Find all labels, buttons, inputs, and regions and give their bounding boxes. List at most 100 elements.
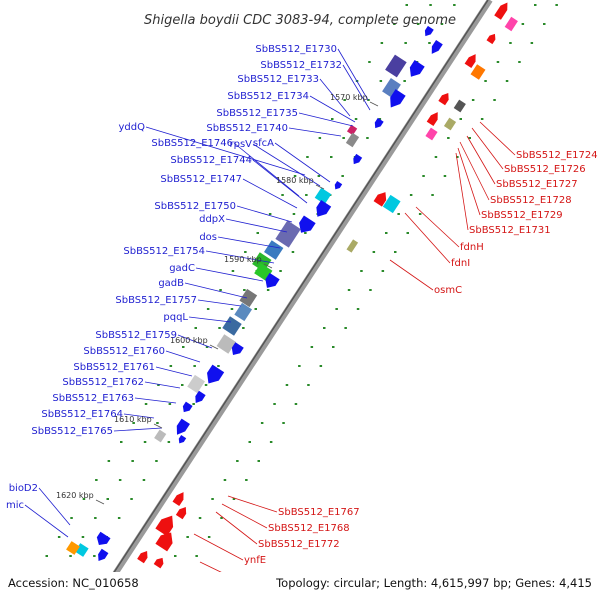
track-dot bbox=[440, 23, 444, 25]
track-dot bbox=[167, 441, 171, 443]
track-dot bbox=[230, 308, 234, 310]
track-dot bbox=[120, 441, 123, 443]
track-dot bbox=[342, 137, 345, 139]
track-dot bbox=[368, 61, 371, 63]
gene-label-leader bbox=[221, 503, 268, 529]
gene-label-forward: SbBS512_E1764 bbox=[41, 409, 123, 420]
track-dot bbox=[306, 156, 309, 158]
track-dot bbox=[211, 498, 214, 500]
gene-label-forward: bioD2 bbox=[9, 483, 38, 494]
track-dot bbox=[132, 422, 135, 424]
track-dot bbox=[192, 403, 195, 405]
track-dot bbox=[331, 118, 334, 120]
reverse-gene-arrow bbox=[155, 532, 173, 552]
track-dot bbox=[193, 365, 196, 367]
forward-gene-arrow bbox=[353, 153, 363, 165]
kbp-tick-mark bbox=[263, 263, 273, 269]
track-dot bbox=[543, 23, 546, 25]
gene-block bbox=[154, 429, 167, 443]
track-dot bbox=[204, 384, 208, 386]
gene-label-forward: gadB bbox=[158, 278, 184, 289]
gene-label-leader bbox=[177, 334, 213, 349]
map-title: Shigella boydii CDC 3083-94, complete ge… bbox=[144, 13, 456, 28]
gene-label-leader bbox=[155, 366, 193, 377]
track-dot bbox=[385, 232, 388, 234]
gene-label-leader bbox=[215, 511, 258, 545]
track-dot bbox=[207, 536, 211, 538]
track-dot bbox=[471, 99, 475, 101]
forward-gene-arrow bbox=[195, 390, 206, 404]
track-dot bbox=[530, 42, 534, 44]
kbp-tick-label: 1590 kbp bbox=[224, 255, 262, 264]
track-dot bbox=[268, 213, 272, 215]
track-dot bbox=[195, 555, 198, 557]
gene-block bbox=[470, 64, 486, 80]
track-dot bbox=[257, 460, 260, 462]
reverse-gene-arrow bbox=[373, 192, 387, 207]
gene-label-reverse: SbBS512_E1729 bbox=[481, 210, 563, 221]
gene-label-reverse: fdnH bbox=[460, 242, 484, 253]
track-dot bbox=[428, 42, 431, 44]
track-dot bbox=[307, 384, 310, 386]
track-dot bbox=[422, 175, 425, 177]
track-dot bbox=[174, 555, 177, 557]
gene-label-leader bbox=[288, 127, 342, 137]
gene-label-reverse: SbBS512_E1726 bbox=[504, 164, 586, 175]
track-dot bbox=[107, 460, 111, 462]
gene-label-leader bbox=[415, 206, 460, 248]
track-dot bbox=[254, 308, 257, 310]
gene-label-leader bbox=[217, 236, 281, 249]
track-dot bbox=[117, 517, 121, 519]
track-dot bbox=[130, 498, 133, 500]
track-dot bbox=[291, 251, 295, 253]
gene-label-forward: ddpX bbox=[199, 214, 225, 225]
track-dot bbox=[93, 555, 96, 557]
track-dot bbox=[341, 175, 344, 177]
track-dot bbox=[434, 156, 438, 158]
track-dot bbox=[168, 403, 172, 405]
gene-label-forward: SbBS512_E1759 bbox=[95, 330, 177, 341]
track-dot bbox=[429, 4, 432, 6]
track-dot bbox=[232, 498, 236, 500]
track-dot bbox=[157, 384, 160, 386]
gene-label-reverse: SbBS512_E1727 bbox=[496, 179, 578, 190]
gene-label-forward: SbBS512_E1733 bbox=[237, 74, 319, 85]
gene-label-forward: SbBS512_E1765 bbox=[31, 426, 113, 437]
track-dot bbox=[393, 23, 396, 25]
track-dot bbox=[335, 308, 338, 310]
gene-block bbox=[187, 374, 205, 394]
track-dot bbox=[304, 232, 307, 234]
track-dot bbox=[347, 289, 351, 291]
gene-label-forward: SbBS512_E1754 bbox=[123, 246, 205, 257]
track-dot bbox=[431, 194, 434, 196]
track-dot bbox=[521, 23, 525, 25]
backbone-line bbox=[95, 0, 493, 600]
track-dot bbox=[131, 460, 134, 462]
forward-gene-arrow bbox=[431, 39, 443, 54]
gene-label-forward: SbBS512_E1761 bbox=[73, 362, 155, 373]
kbp-tick-mark bbox=[95, 499, 105, 505]
track-dot bbox=[279, 270, 282, 272]
forward-gene-arrow bbox=[316, 200, 332, 217]
gene-label-leader bbox=[252, 143, 321, 187]
kbp-tick-label: 1600 kbp bbox=[170, 336, 208, 345]
track-dot bbox=[456, 156, 459, 158]
track-dot bbox=[155, 460, 158, 462]
gene-block bbox=[264, 240, 284, 260]
track-dot bbox=[244, 251, 247, 253]
gene-label-forward: pqqL bbox=[163, 312, 188, 323]
track-dot bbox=[118, 479, 122, 481]
gene-label-leader bbox=[242, 178, 298, 209]
gene-block bbox=[252, 252, 272, 272]
accession-text: Accession: NC_010658 bbox=[8, 576, 139, 590]
forward-gene-arrow bbox=[96, 531, 111, 546]
gene-label-leader bbox=[298, 112, 354, 127]
gene-block bbox=[239, 288, 258, 308]
track-dot bbox=[480, 118, 484, 120]
kbp-ticks-layer: 1570 kbp 1580 kbp 1590 kbp 1600 kbp 1610 kbp… bbox=[56, 93, 379, 505]
track-dot bbox=[231, 270, 235, 272]
track-dot bbox=[198, 517, 202, 519]
track-dot bbox=[459, 118, 462, 120]
track-dot bbox=[206, 308, 210, 310]
